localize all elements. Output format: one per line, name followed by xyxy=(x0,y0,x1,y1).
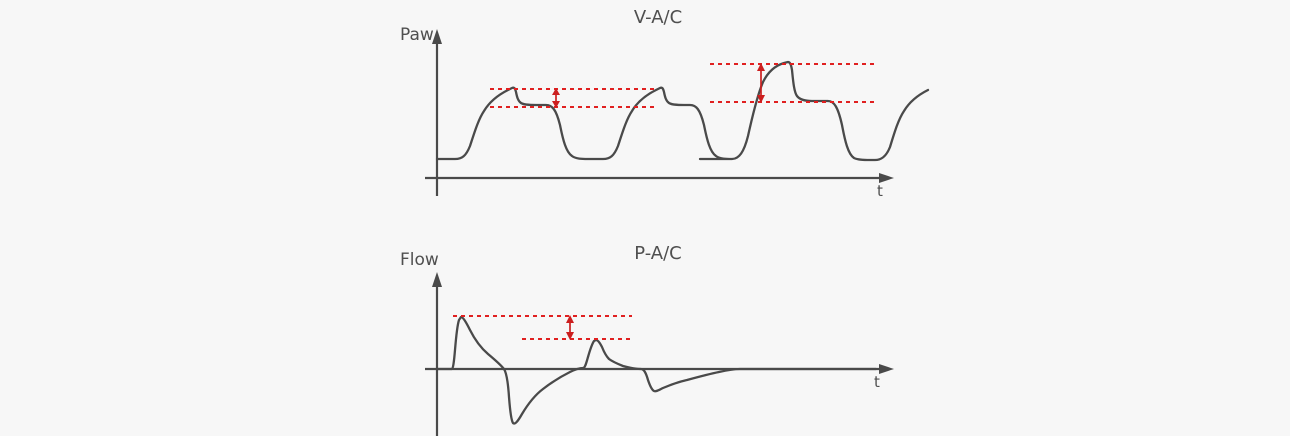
annotation-arrow-head-down-2 xyxy=(757,95,765,103)
annotation-arrow-head-down-flow xyxy=(566,332,574,340)
annotation-peak-plateau-increased xyxy=(710,63,877,103)
x-axis-label-t-vac: t xyxy=(877,182,883,200)
panel-title-vac: V-A/C xyxy=(634,7,682,28)
y-axis-label-paw: Paw xyxy=(400,25,434,45)
x-axis-label-t-pac: t xyxy=(874,373,880,391)
annotation-arrow-head-up-flow xyxy=(566,315,574,323)
y-axis-arrowhead-pac xyxy=(432,272,442,287)
panel-vac: V-A/C Paw t xyxy=(400,0,1290,200)
annotation-arrow-head-down-1 xyxy=(552,101,560,108)
x-axis-arrowhead-vac xyxy=(879,173,894,183)
x-axis-arrowhead-pac xyxy=(879,364,894,374)
annotation-arrow-head-up-2 xyxy=(757,63,765,71)
annotation-peak-flow-difference xyxy=(453,315,632,340)
annotation-arrow-head-up-1 xyxy=(552,88,560,95)
y-axis-label-flow: Flow xyxy=(400,250,439,270)
annotation-peak-plateau-normal xyxy=(490,88,656,108)
panel-pac: P-A/C Flow t xyxy=(400,243,894,436)
flow-trace xyxy=(435,315,878,425)
panel-title-pac: P-A/C xyxy=(634,243,682,264)
y-axis-arrowhead-vac xyxy=(432,29,442,44)
panel-vac-right-mask xyxy=(930,0,1290,200)
